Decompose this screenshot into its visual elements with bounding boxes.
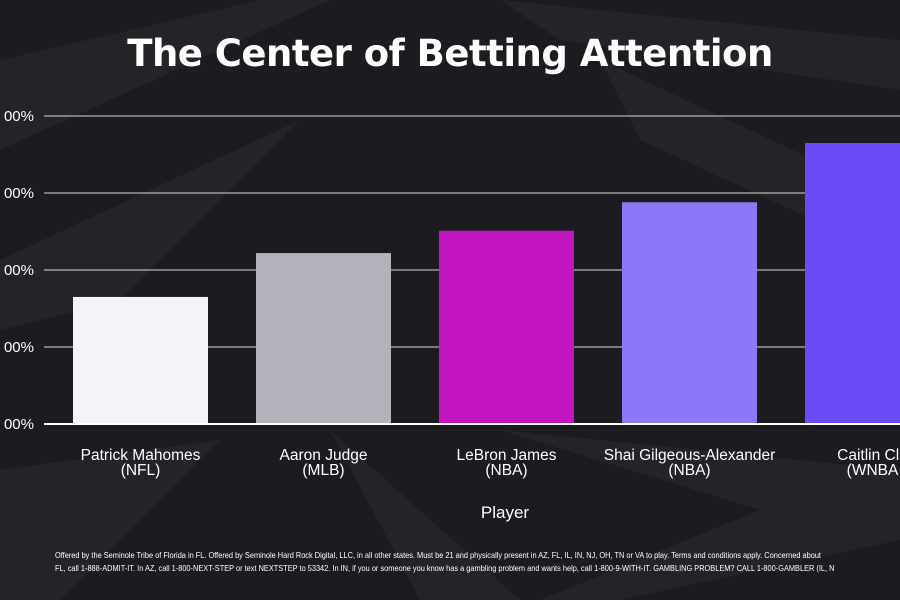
x-tick-sublabel: (WNBA [847, 462, 899, 479]
x-tick-label: Shai Gilgeous-Alexander [604, 447, 775, 464]
x-tick-sublabel: (MLB) [302, 462, 344, 479]
x-tick-label: Caitlin Cla [837, 447, 900, 464]
y-tick-label: 00% [4, 185, 34, 202]
chart-title: The Center of Betting Attention [127, 32, 773, 75]
x-tick-label: LeBron James [457, 447, 557, 464]
x-tick-sublabel: (NBA) [668, 462, 710, 479]
y-tick-label: 00% [4, 416, 34, 433]
bar [805, 142, 900, 424]
bar [73, 296, 208, 424]
x-tick-sublabel: (NFL) [121, 462, 161, 479]
y-tick-label: 00% [4, 108, 34, 125]
y-tick-label: 00% [4, 339, 34, 356]
x-tick-label: Patrick Mahomes [81, 447, 201, 464]
bar [256, 253, 391, 424]
x-axis-label: Player [480, 503, 530, 522]
disclaimer-line-2: FL, call 1-888-ADMIT-IT. In AZ, call 1-8… [55, 563, 835, 573]
bar [439, 230, 574, 424]
y-tick-label: 00% [4, 262, 34, 279]
bar [622, 202, 757, 424]
x-tick-label: Aaron Judge [280, 447, 368, 464]
x-tick-sublabel: (NBA) [485, 462, 527, 479]
legal-disclaimer: Offered by the Seminole Tribe of Florida… [55, 549, 835, 575]
disclaimer-line-1: Offered by the Seminole Tribe of Florida… [55, 550, 821, 560]
